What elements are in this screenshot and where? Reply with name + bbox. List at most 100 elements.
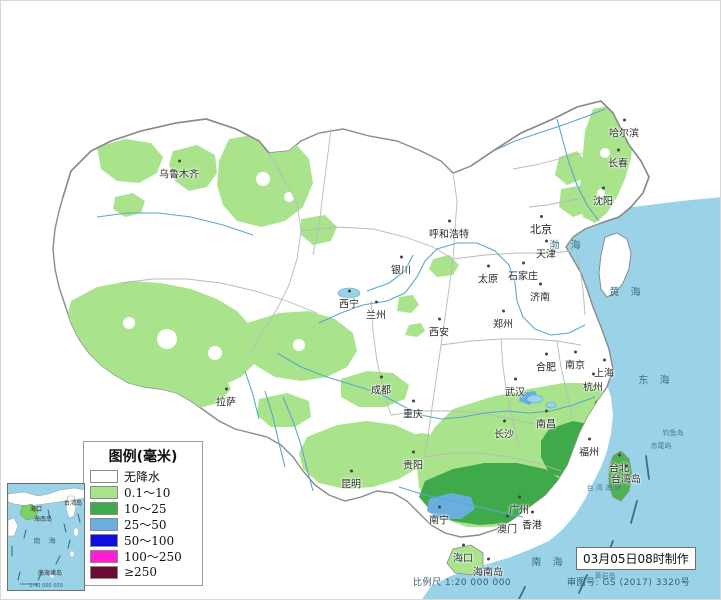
city-marker-dot (624, 464, 628, 468)
city-marker-dot (224, 387, 228, 391)
city-marker-dot (486, 264, 490, 268)
zone-blue-nanning (427, 493, 475, 519)
city-label: 澳门 (497, 514, 517, 536)
sea-label-east-china-sea: 东 海 (638, 375, 674, 387)
legend-row: ≥250 (90, 564, 196, 580)
legend-label: 无降水 (124, 469, 161, 484)
city-marker-dot (501, 309, 505, 313)
city-label: 贵阳 (403, 450, 423, 472)
city-marker-dot (521, 261, 525, 265)
city-marker-dot (411, 399, 415, 403)
city-label: 南昌 (536, 409, 556, 431)
inset-scale-label: 1:40 000 000 (29, 583, 63, 589)
city-label: 昆明 (341, 469, 361, 491)
city-label: 石家庄 (508, 261, 538, 283)
city-marker-dot (544, 352, 548, 356)
inset-label-haikou: 海口 (30, 507, 43, 513)
legend-swatch (90, 485, 118, 499)
legend-row: 25～50 (90, 516, 196, 532)
city-label: 重庆 (403, 399, 423, 421)
legend-title: 图例(毫米) (108, 449, 178, 465)
city-marker-dot (486, 557, 490, 561)
city-label: 哈尔滨 (609, 118, 639, 140)
city-label: 南京 (565, 350, 585, 372)
island-label-chiwei: 赤尾屿 (650, 442, 672, 450)
city-label: 拉萨 (216, 387, 236, 409)
city-marker-dot (517, 495, 521, 499)
city-label: 上海 (594, 358, 614, 380)
city-marker-dot (437, 317, 441, 321)
inset-label-nanhai-islands: 南海诸岛 (38, 571, 63, 577)
legend-panel: 图例(毫米) 无降水 0.1～10 10～25 25～50 50～100 100～250 ≥… (83, 441, 203, 586)
city-label: 济南 (530, 282, 550, 304)
legend-label: 100～250 (124, 549, 182, 564)
legend-row: 50～100 (90, 532, 196, 548)
city-marker-dot (399, 255, 403, 259)
city-label: 太原 (478, 264, 498, 286)
city-label: 广州 (509, 495, 529, 517)
zone-light-green-tibet (67, 281, 357, 409)
city-label: 台北 (609, 453, 629, 475)
legend-rows: 无降水 0.1～10 10～25 25～50 50～100 100～250 ≥250 (90, 468, 196, 580)
city-label: 银川 (391, 255, 411, 277)
rivers (96, 108, 606, 518)
legend-swatch (90, 469, 118, 483)
city-label: 乌鲁木齐 (159, 159, 199, 181)
city-marker-dot (347, 289, 351, 293)
city-label: 长沙 (494, 419, 514, 441)
legend-swatch (90, 501, 118, 515)
city-marker-dot (349, 469, 353, 473)
city-label: 海口 (453, 543, 473, 565)
sea-label-taiwan-strait: 台 湾 海 峡 (586, 484, 622, 492)
sea-label-south-china-sea: 南 海 (531, 557, 567, 569)
legend-swatch (90, 533, 118, 547)
city-label: 天津 (536, 239, 556, 261)
city-marker-dot (544, 239, 548, 243)
city-marker-dot (539, 215, 543, 218)
city-marker-dot (573, 350, 577, 354)
city-marker-dot (374, 300, 378, 304)
city-label: 北京 (530, 215, 552, 237)
national-border (62, 100, 650, 224)
south-china-sea-inset-map: 南 海 海口 海南岛 台湾岛 南海诸岛 1:40 000 000 (7, 483, 85, 591)
inset-label-hainan-island: 海南岛 (34, 517, 53, 523)
city-label: 郑州 (493, 309, 513, 331)
city-marker-dot (379, 375, 383, 379)
city-marker-dot (538, 282, 542, 286)
city-marker-dot (177, 159, 181, 163)
legend-label: 0.1～10 (124, 485, 171, 500)
province-boundaries (120, 128, 590, 472)
city-marker-dot (461, 543, 465, 547)
city-label: 武汉 (505, 377, 525, 399)
city-marker-dot (502, 419, 506, 423)
city-marker-dot (617, 453, 621, 457)
city-marker-dot (513, 377, 517, 381)
city-marker-dot (447, 219, 451, 223)
inset-sea-label: 南 海 (33, 537, 59, 546)
lakes (337, 287, 557, 409)
sea-label-bohai-sea: 渤 海 (549, 240, 585, 252)
sea-label-yellow-sea: 黄 海 (609, 287, 645, 299)
city-marker-dot (544, 409, 548, 413)
legend-swatch (90, 549, 118, 563)
inset-label-taiwan-island: 台湾岛 (64, 501, 83, 507)
precipitation-zones (67, 105, 633, 527)
city-label: 西安 (429, 317, 449, 339)
map-approval-number: 审图号: GS (2017) 3320号 (567, 578, 691, 588)
city-marker-dot (622, 118, 626, 122)
island-label-diaoyu: 钓鱼岛 (662, 429, 684, 437)
legend-row: 10～25 (90, 500, 196, 516)
legend-row: 100～250 (90, 548, 196, 564)
legend-label: 25～50 (124, 517, 167, 532)
legend-swatch (90, 517, 118, 531)
inset-map-svg (8, 487, 84, 585)
city-label: 呼和浩特 (429, 219, 469, 241)
city-label: 南宁 (429, 505, 449, 527)
map-scale-label: 比例尺 1:20 000 000 (413, 578, 512, 588)
city-label: 福州 (579, 437, 599, 459)
city-marker-dot (411, 450, 415, 454)
city-label: 沈阳 (593, 186, 613, 208)
legend-label: 10～25 (124, 501, 167, 516)
city-marker-dot (591, 372, 595, 376)
